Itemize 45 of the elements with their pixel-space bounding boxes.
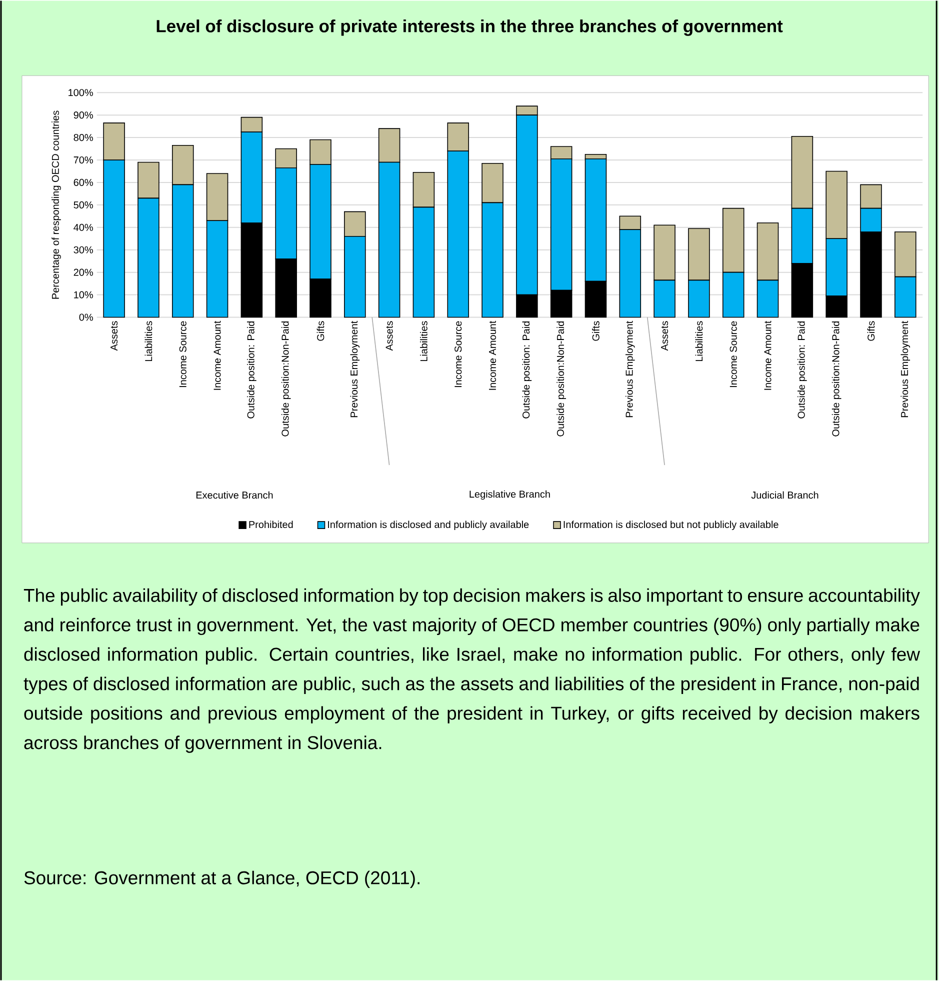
y-tick-label: 80% xyxy=(74,134,94,142)
x-tick-label: Income Source xyxy=(180,321,187,388)
x-tick-label: Previous Employment xyxy=(626,320,636,418)
y-axis-title: Percentage of responding OECD countries xyxy=(52,110,62,299)
x-tick-label: Outside position:Non-Paid xyxy=(282,321,291,436)
x-tick-label: Outside position: Paid xyxy=(522,321,532,418)
x-tick-label: Outside position:Non-Paid xyxy=(556,321,566,436)
y-tick-label: 60% xyxy=(74,178,94,186)
x-tick-label: Outside position: Paid xyxy=(247,321,257,418)
y-tick-label: 70% xyxy=(74,156,94,164)
source-note: Source: Government at a Glance, OECD (2011). xyxy=(24,870,420,888)
x-tick-label: Income Amount xyxy=(764,320,772,390)
legend-label: Prohibited xyxy=(249,520,293,528)
x-tick-label: Previous Employment xyxy=(350,320,360,418)
x-tick-label: Gifts xyxy=(317,321,324,341)
x-tick-label: Income Source xyxy=(454,321,462,388)
x-tick-label: Liabilities xyxy=(420,321,428,362)
x-tick-label: Outside position:Non-Paid xyxy=(832,321,842,436)
x-tick-label: Assets xyxy=(110,321,118,351)
x-tick-label: Income Amount xyxy=(214,320,221,390)
text: The public availability of disclosed information by top decision makers is also important to ensure accountability and reinforce trust in government. Yet, the vast majority of OECD member countries (90%) only partially make disclosed information public. Certain countries, like Israel, make no information public. For others, only few types of disclosed information are public, such as the assets and liabilities of the president in France, non-paid outside positions and previous employment of the president in Turkey, or gifts received by decision makers across branches of government in Slovenia. xyxy=(24,588,920,753)
y-tick-label: 0% xyxy=(80,314,94,321)
text: Legislative Branch xyxy=(470,490,550,500)
text: Executive Branch xyxy=(196,491,273,499)
y-tick-label: 90% xyxy=(74,112,94,119)
x-tick-label: Liabilities xyxy=(145,321,152,362)
x-tick-label: Outside position: Paid xyxy=(798,321,808,418)
y-tick-label: 10% xyxy=(74,291,94,298)
y-tick-label: 30% xyxy=(74,246,94,254)
x-tick-label: Previous Employment xyxy=(900,320,910,418)
y-tick-label: 100% xyxy=(68,89,94,96)
x-tick-label: Gifts xyxy=(868,321,875,341)
y-tick-label: 50% xyxy=(74,201,94,208)
legend-label: Information is disclosed but not publicly available xyxy=(564,520,779,530)
legend-label: Information is disclosed and publicly available xyxy=(328,520,529,530)
y-tick-label: 40% xyxy=(74,224,94,231)
y-tick-label: 20% xyxy=(74,268,94,276)
text: Judicial Branch xyxy=(751,491,818,499)
x-tick-label: Income Source xyxy=(730,321,738,388)
x-tick-label: Income Amount xyxy=(489,320,496,390)
x-tick-label: Assets xyxy=(661,321,668,351)
chart-title: Level of disclosure of private interests in the three branches of government xyxy=(157,20,783,36)
x-tick-label: Gifts xyxy=(592,321,600,341)
x-tick-label: Liabilities xyxy=(696,321,703,362)
x-tick-label: Assets xyxy=(386,321,393,351)
